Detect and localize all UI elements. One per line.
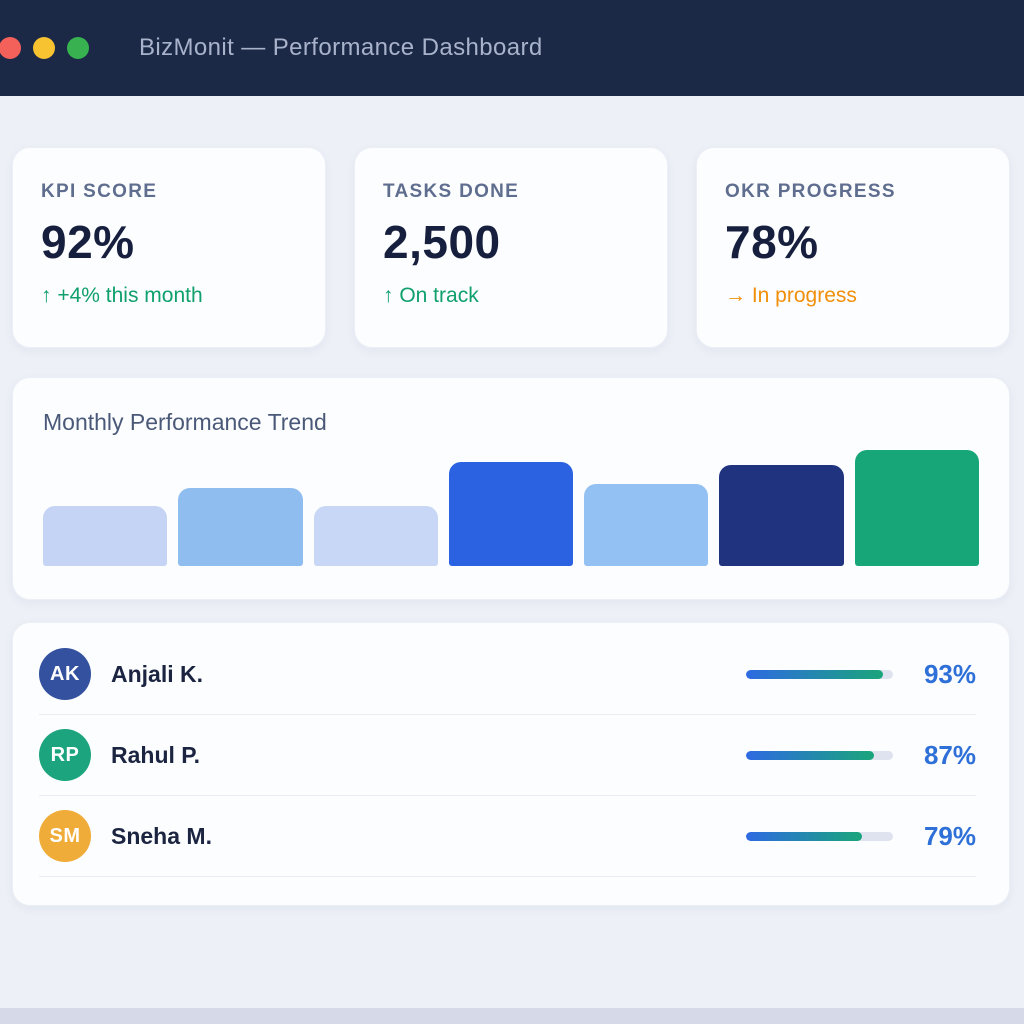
kpi-card-row: KPI SCORE 92% ↑ +4% this month TASKS DON… [12,147,1010,348]
member-percent: 79% [923,820,976,851]
kpi-label: KPI SCORE [41,181,158,202]
kpi-card-tasks-done: TASKS DONE 2,500 ↑ On track [354,147,668,348]
team-performance-card: AK Anjali K. 93% RP Rahul P. 87% SM Sneha M. 79% [12,622,1010,906]
close-window-button[interactable] [0,37,21,59]
kpi-card-okr-progress: OKR PROGRESS 78% → In progress [696,147,1010,348]
chart-bar-2 [178,488,303,566]
window-controls [0,37,101,59]
kpi-status: ↑ On track [383,284,479,307]
minimize-window-button[interactable] [33,37,55,59]
avatar: SM [39,810,91,862]
team-member-row[interactable]: SM Sneha M. 79% [39,796,976,877]
avatar: RP [39,729,91,781]
monthly-performance-trend-card: Monthly Performance Trend [12,377,1010,600]
progress-bar-fill [746,831,863,841]
window-title: BizMonit — Performance Dashboard [139,34,543,61]
chart-title: Monthly Performance Trend [43,409,327,435]
team-member-row[interactable]: AK Anjali K. 93% [39,634,976,715]
avatar: AK [39,648,91,700]
bottom-edge-strip [0,1008,1024,1024]
chart-bar-7 [854,450,979,566]
member-percent: 93% [923,658,976,689]
window-titlebar: BizMonit — Performance Dashboard [0,0,1024,96]
progress-bar-track [746,750,893,760]
chart-bar-4 [448,462,574,566]
member-name: Anjali K. [111,660,204,687]
member-name: Sneha M. [111,822,212,849]
team-member-row[interactable]: RP Rahul P. 87% [39,715,976,796]
bar-chart [43,436,979,566]
progress-bar-fill [746,750,874,760]
chart-bar-3 [313,506,438,566]
kpi-card-kpi-score: KPI SCORE 92% ↑ +4% this month [12,147,326,348]
chart-bar-5 [584,484,709,566]
progress-bar-track [746,669,893,679]
chart-bar-1 [43,506,168,566]
maximize-window-button[interactable] [67,37,89,59]
kpi-label: OKR PROGRESS [725,181,896,202]
member-percent: 87% [923,739,976,770]
member-name: Rahul P. [111,741,201,768]
kpi-label: TASKS DONE [383,181,520,202]
kpi-value: 78% [725,216,819,268]
kpi-value: 92% [41,216,135,268]
chart-bar-6 [719,465,844,566]
progress-bar-fill [746,669,883,679]
kpi-status: ↑ +4% this month [41,284,203,307]
kpi-status: → In progress [725,284,857,307]
kpi-value: 2,500 [383,216,501,268]
progress-bar-track [746,831,893,841]
